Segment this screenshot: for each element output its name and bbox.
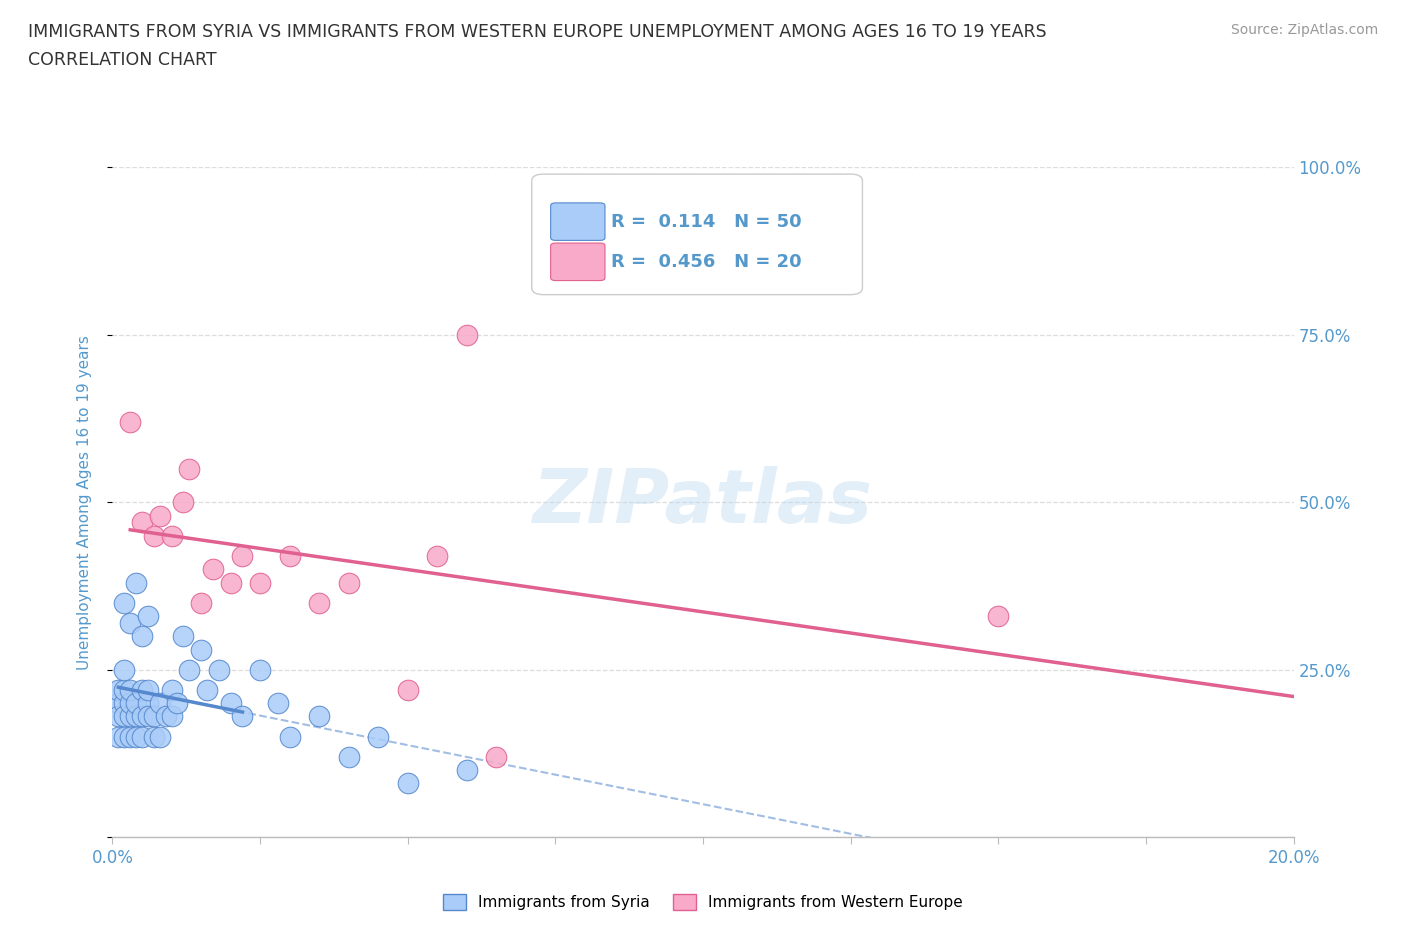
Point (107, 683, 129, 698)
Point (142, 528, 165, 543)
Point (131, 683, 153, 698)
Point (172, 495, 194, 510)
Text: Source: ZipAtlas.com: Source: ZipAtlas.com (1230, 23, 1378, 37)
Point (107, 729, 129, 744)
Point (208, 662, 231, 677)
Point (131, 629, 153, 644)
Point (120, 729, 142, 744)
Point (125, 575, 148, 590)
Point (112, 683, 135, 698)
Point (131, 729, 153, 744)
Point (112, 729, 135, 744)
Point (249, 575, 271, 590)
Point (231, 709, 253, 724)
Text: R =  0.456   N = 20: R = 0.456 N = 20 (610, 253, 801, 271)
Point (149, 508, 172, 523)
Point (107, 696, 129, 711)
Text: IMMIGRANTS FROM SYRIA VS IMMIGRANTS FROM WESTERN EUROPE UNEMPLOYMENT AMONG AGES : IMMIGRANTS FROM SYRIA VS IMMIGRANTS FROM… (28, 23, 1046, 41)
Point (120, 683, 142, 698)
Y-axis label: Unemployment Among Ages 16 to 19 years: Unemployment Among Ages 16 to 19 years (77, 335, 91, 670)
Point (160, 709, 183, 724)
Point (120, 415, 142, 430)
Point (136, 683, 159, 698)
Point (112, 709, 135, 724)
Point (987, 608, 1010, 623)
Point (278, 549, 301, 564)
FancyBboxPatch shape (531, 174, 862, 295)
FancyBboxPatch shape (551, 203, 605, 240)
Point (112, 696, 135, 711)
Text: CORRELATION CHART: CORRELATION CHART (28, 51, 217, 69)
Point (142, 709, 165, 724)
Text: ZIPatlas: ZIPatlas (533, 466, 873, 538)
Point (120, 616, 142, 631)
Point (456, 327, 478, 342)
Legend: Immigrants from Syria, Immigrants from Western Europe: Immigrants from Syria, Immigrants from W… (437, 888, 969, 916)
Point (131, 515, 153, 530)
Point (166, 696, 188, 711)
Point (278, 729, 301, 744)
Point (142, 729, 165, 744)
Point (426, 549, 449, 564)
Point (249, 662, 271, 677)
Point (136, 696, 159, 711)
Point (485, 750, 508, 764)
Point (337, 575, 360, 590)
Point (172, 629, 194, 644)
Point (190, 595, 212, 610)
Point (120, 709, 142, 724)
Point (136, 608, 159, 623)
FancyBboxPatch shape (551, 243, 605, 281)
Point (201, 562, 224, 577)
Point (136, 709, 159, 724)
Point (155, 709, 177, 724)
Point (107, 709, 129, 724)
Point (160, 528, 183, 543)
Point (125, 729, 148, 744)
Point (396, 683, 419, 698)
Point (231, 549, 253, 564)
Point (337, 750, 360, 764)
Text: R =  0.114   N = 50: R = 0.114 N = 50 (610, 213, 801, 231)
Point (179, 461, 201, 476)
Point (160, 683, 183, 698)
Point (195, 683, 218, 698)
Point (149, 696, 172, 711)
Point (112, 595, 135, 610)
Point (308, 595, 330, 610)
Point (125, 709, 148, 724)
Point (219, 575, 242, 590)
Point (308, 709, 330, 724)
Point (367, 729, 389, 744)
Point (125, 696, 148, 711)
Point (396, 776, 419, 790)
Point (131, 709, 153, 724)
Point (120, 696, 142, 711)
Point (112, 662, 135, 677)
Point (219, 696, 242, 711)
Point (267, 696, 290, 711)
Point (456, 763, 478, 777)
Point (149, 729, 172, 744)
Point (179, 662, 201, 677)
Point (190, 642, 212, 657)
